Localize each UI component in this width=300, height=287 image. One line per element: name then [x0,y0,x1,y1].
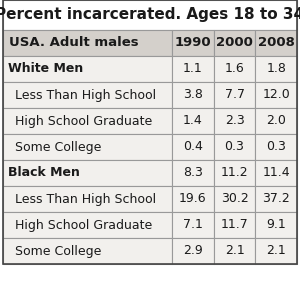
Bar [214,82,255,108]
Text: 19.6: 19.6 [179,193,207,205]
Text: Some College: Some College [15,141,101,154]
Text: 2.3: 2.3 [225,115,244,127]
Text: 2000: 2000 [216,36,253,49]
Text: 11.2: 11.2 [221,166,248,179]
Text: 0.3: 0.3 [225,141,244,154]
Bar [255,186,297,212]
Bar [3,30,172,56]
Text: 1.1: 1.1 [183,63,203,75]
Text: 9.1: 9.1 [266,218,286,232]
Bar [3,82,172,108]
Bar [255,212,297,238]
Bar [172,134,214,160]
Text: 7.7: 7.7 [224,88,244,102]
Bar [172,56,214,82]
Bar [172,238,214,264]
Text: Percent incarcerated. Ages 18 to 34: Percent incarcerated. Ages 18 to 34 [0,7,300,22]
Bar [172,82,214,108]
Text: 1.8: 1.8 [266,63,286,75]
Bar [214,108,255,134]
Bar [214,134,255,160]
Text: 12.0: 12.0 [262,88,290,102]
Text: 7.1: 7.1 [183,218,203,232]
Bar [172,108,214,134]
Text: 11.7: 11.7 [220,218,248,232]
Bar [3,186,172,212]
Bar [255,160,297,186]
Text: 2.1: 2.1 [266,245,286,257]
Text: 0.4: 0.4 [183,141,203,154]
Text: Black Men: Black Men [8,166,80,179]
Text: 2.0: 2.0 [266,115,286,127]
Text: 11.4: 11.4 [262,166,290,179]
Bar [3,160,172,186]
Bar [255,238,297,264]
Bar [3,212,172,238]
Bar [172,186,214,212]
Bar [214,186,255,212]
Text: White Men: White Men [8,63,83,75]
Text: High School Graduate: High School Graduate [15,115,152,127]
Text: High School Graduate: High School Graduate [15,218,152,232]
Bar [172,160,214,186]
Bar [3,56,172,82]
Text: 8.3: 8.3 [183,166,203,179]
Bar [3,134,172,160]
Text: 3.8: 3.8 [183,88,203,102]
Bar [3,108,172,134]
Bar [214,160,255,186]
Bar [172,212,214,238]
Bar [172,30,214,56]
Bar [255,82,297,108]
Text: Some College: Some College [15,245,101,257]
Bar [214,30,255,56]
Text: Less Than High School: Less Than High School [15,88,156,102]
Text: 30.2: 30.2 [220,193,248,205]
Text: Less Than High School: Less Than High School [15,193,156,205]
Text: 37.2: 37.2 [262,193,290,205]
Text: 1.6: 1.6 [225,63,244,75]
Bar [255,56,297,82]
Text: 2008: 2008 [258,36,295,49]
Bar [255,134,297,160]
Text: USA. Adult males: USA. Adult males [9,36,139,49]
Bar [214,238,255,264]
Text: 2.9: 2.9 [183,245,203,257]
Text: 0.3: 0.3 [266,141,286,154]
Bar [214,212,255,238]
Text: 1990: 1990 [175,36,211,49]
Bar [255,30,297,56]
Text: 1.4: 1.4 [183,115,203,127]
Bar [255,108,297,134]
Text: 2.1: 2.1 [225,245,244,257]
Bar [214,56,255,82]
Bar [3,0,297,30]
Bar [3,238,172,264]
